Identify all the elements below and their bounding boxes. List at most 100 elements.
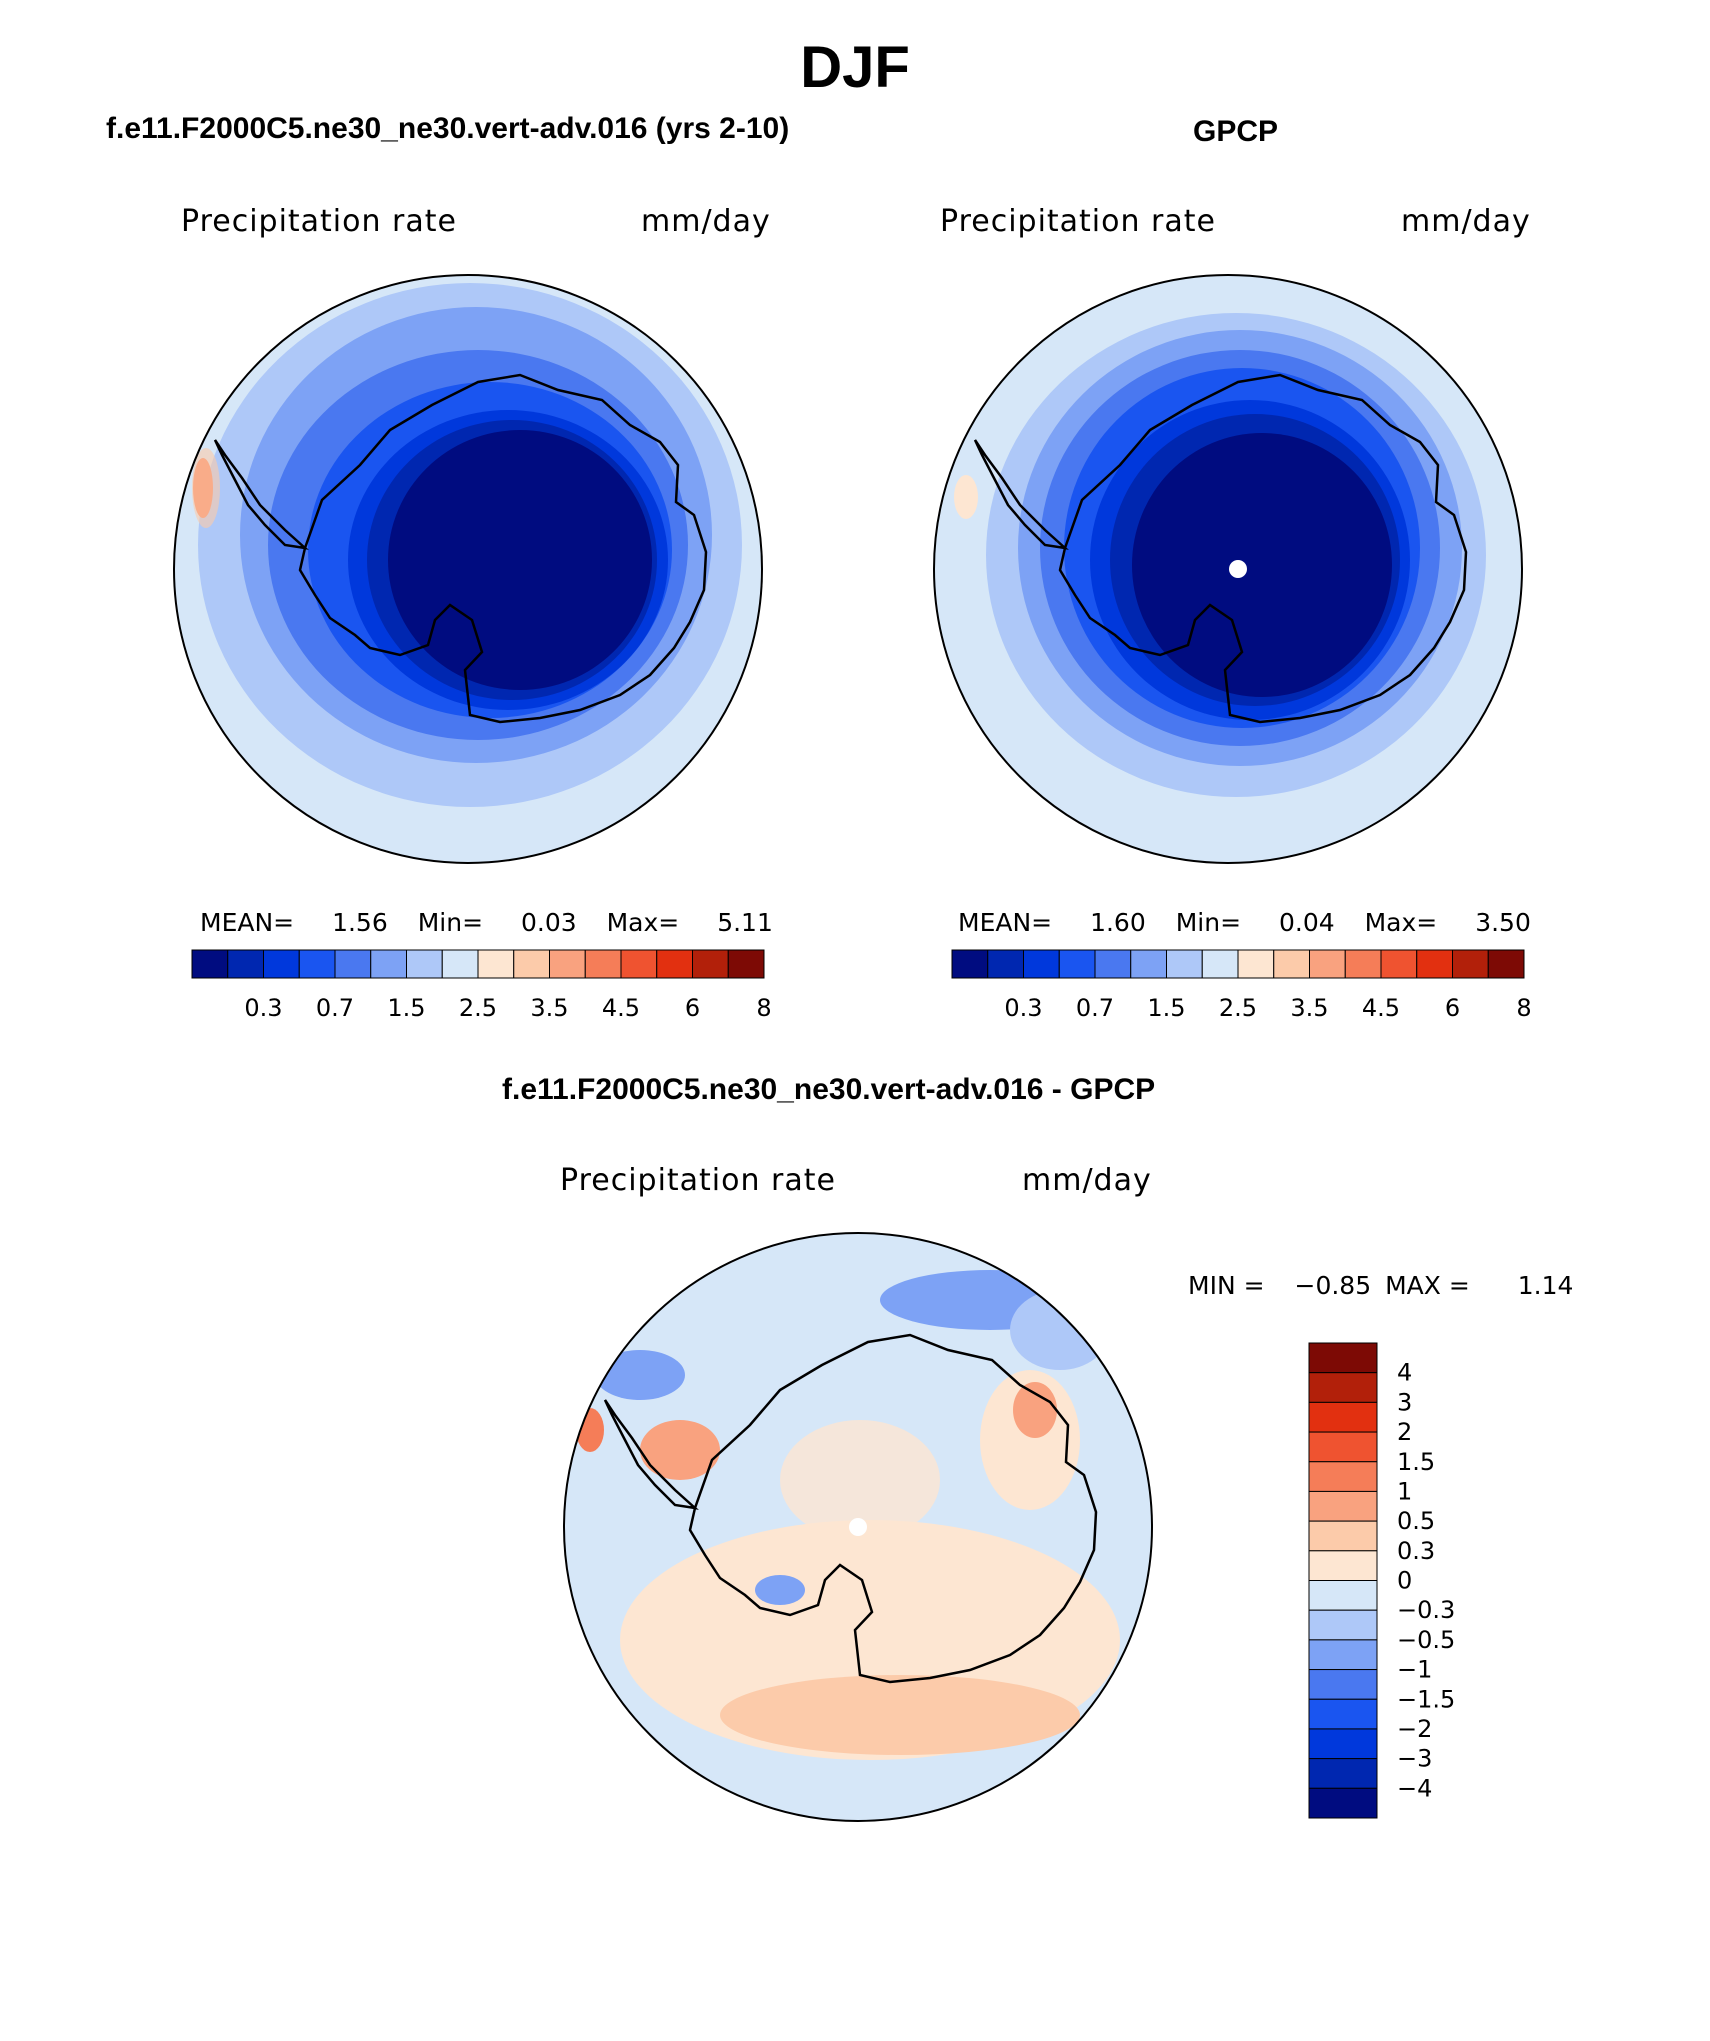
diff-max-label: MAX = bbox=[1385, 1271, 1470, 1300]
obs-colorbar-swatch bbox=[1058, 949, 1096, 979]
diff-colorbar-tick-label: 1.5 bbox=[1397, 1448, 1435, 1476]
obs-colorbar-swatch bbox=[1094, 949, 1132, 979]
diff-colorbar-tick-label: 0.3 bbox=[1397, 1537, 1435, 1565]
diff-colorbar-swatch bbox=[1308, 1698, 1378, 1730]
model-colorbar-tick-label: 0.3 bbox=[244, 994, 282, 1022]
model-min-value: 0.03 bbox=[520, 908, 577, 937]
obs-colorbar-tick-label: 6 bbox=[1445, 994, 1460, 1022]
diff-colorbar-swatch bbox=[1308, 1431, 1378, 1463]
diff-colorbar-tick-label: −1.5 bbox=[1397, 1685, 1455, 1713]
diff-colorbar-swatch bbox=[1308, 1669, 1378, 1700]
obs-colorbar-tick-label: 8 bbox=[1516, 994, 1531, 1022]
model-variable-label: Precipitation rate bbox=[181, 204, 457, 239]
diff-max-value: 1.14 bbox=[1517, 1271, 1574, 1300]
obs-min-value: 0.04 bbox=[1278, 908, 1335, 937]
obs-colorbar-swatch bbox=[1166, 949, 1203, 979]
diff-colorbar-tick-label: 3 bbox=[1397, 1388, 1412, 1416]
model-colorbar-tick-label: 4.5 bbox=[602, 994, 640, 1022]
model-stats: MEAN= 1.56 Min= 0.03 Max= 5.11 bbox=[200, 908, 773, 937]
obs-colorbar-swatch bbox=[951, 949, 989, 979]
figure-title: DJF bbox=[800, 35, 910, 100]
diff-colorbar-tick-label: −3 bbox=[1397, 1745, 1432, 1773]
model-colorbar-swatch bbox=[298, 949, 336, 979]
diff-colorbar-tick-label: −2 bbox=[1397, 1715, 1432, 1743]
obs-colorbar-tick-label: 0.3 bbox=[1004, 994, 1042, 1022]
model-colorbar-swatch bbox=[370, 949, 407, 979]
obs-colorbar-tick-label: 2.5 bbox=[1219, 994, 1257, 1022]
obs-colorbar-swatch bbox=[1309, 949, 1346, 979]
diff-colorbar-swatch bbox=[1308, 1609, 1378, 1641]
obs-stats: MEAN= 1.60 Min= 0.04 Max= 3.50 bbox=[958, 908, 1531, 937]
obs-colorbar-tick-label: 1.5 bbox=[1147, 994, 1185, 1022]
model-map bbox=[173, 274, 763, 864]
obs-colorbar-swatch bbox=[1452, 949, 1489, 979]
model-colorbar-swatch bbox=[334, 949, 372, 979]
model-colorbar: 0.3 0.7 1.5 2.5 3.5 4.5 6 8 bbox=[191, 949, 772, 1022]
obs-colorbar-tick-label: 4.5 bbox=[1362, 994, 1400, 1022]
diff-colorbar-tick-label: −0.5 bbox=[1397, 1626, 1455, 1654]
obs-mean-label: MEAN= bbox=[958, 908, 1053, 937]
obs-panel-title: GPCP bbox=[1193, 115, 1279, 148]
diff-map bbox=[563, 1232, 1153, 1822]
obs-colorbar-swatch bbox=[1344, 949, 1382, 979]
model-colorbar-swatch bbox=[406, 949, 443, 979]
diff-colorbar-tick-label: 1 bbox=[1397, 1477, 1412, 1505]
diff-colorbar-tick-label: 2 bbox=[1397, 1418, 1412, 1446]
diff-colorbar-tick-label: −1 bbox=[1397, 1656, 1432, 1684]
obs-min-label: Min= bbox=[1175, 908, 1242, 937]
diff-panel-title: f.e11.F2000C5.ne30_ne30.vert-adv.016 - G… bbox=[502, 1073, 1156, 1106]
model-min-label: Min= bbox=[417, 908, 484, 937]
model-colorbar-swatch bbox=[477, 949, 515, 979]
diff-colorbar-swatch bbox=[1308, 1787, 1378, 1819]
diff-units-label: mm/day bbox=[1022, 1163, 1152, 1198]
obs-colorbar-swatch bbox=[1273, 949, 1310, 979]
diff-min-label: MIN = bbox=[1188, 1271, 1265, 1300]
model-mean-value: 1.56 bbox=[332, 908, 388, 937]
model-colorbar-swatch bbox=[263, 949, 300, 979]
pole-marker bbox=[1229, 560, 1247, 578]
obs-max-value: 3.50 bbox=[1475, 908, 1531, 937]
diff-colorbar-tick-label: 4 bbox=[1397, 1359, 1412, 1387]
diff-colorbar-swatch bbox=[1308, 1580, 1378, 1611]
diff-variable-label: Precipitation rate bbox=[560, 1163, 836, 1198]
obs-colorbar-swatch bbox=[1201, 949, 1239, 979]
model-colorbar-tick-label: 1.5 bbox=[387, 994, 425, 1022]
model-units-label: mm/day bbox=[641, 204, 771, 239]
obs-colorbar-swatch bbox=[1380, 949, 1418, 979]
model-colorbar-tick-label: 6 bbox=[685, 994, 700, 1022]
obs-colorbar-swatch bbox=[1487, 949, 1525, 979]
obs-mean-value: 1.60 bbox=[1090, 908, 1146, 937]
model-colorbar-swatch bbox=[584, 949, 622, 979]
diff-colorbar-swatch bbox=[1308, 1758, 1378, 1789]
model-colorbar-tick-label: 0.7 bbox=[316, 994, 354, 1022]
obs-variable-label: Precipitation rate bbox=[940, 204, 1216, 239]
diff-min-value: −0.85 bbox=[1294, 1271, 1372, 1300]
model-colorbar-swatch bbox=[620, 949, 658, 979]
model-colorbar-swatch bbox=[191, 949, 229, 979]
model-colorbar-swatch bbox=[549, 949, 586, 979]
diff-colorbar-swatch bbox=[1308, 1490, 1378, 1522]
diff-colorbar-swatch bbox=[1308, 1401, 1378, 1433]
model-colorbar-swatch bbox=[227, 949, 264, 979]
model-colorbar-swatch bbox=[441, 949, 479, 979]
obs-colorbar-swatch bbox=[1237, 949, 1275, 979]
pole-marker-diff bbox=[849, 1518, 867, 1536]
model-colorbar-swatch bbox=[656, 949, 693, 979]
diff-colorbar-swatch bbox=[1308, 1639, 1378, 1671]
obs-colorbar-tick-label: 3.5 bbox=[1290, 994, 1328, 1022]
diff-colorbar-swatch bbox=[1308, 1372, 1378, 1403]
model-colorbar-tick-label: 2.5 bbox=[459, 994, 497, 1022]
model-colorbar-tick-label: 3.5 bbox=[530, 994, 568, 1022]
obs-colorbar-swatch bbox=[1023, 949, 1060, 979]
model-colorbar-tick-label: 8 bbox=[756, 994, 771, 1022]
obs-colorbar-swatch bbox=[987, 949, 1024, 979]
model-colorbar-swatch bbox=[692, 949, 729, 979]
obs-colorbar-swatch bbox=[1416, 949, 1453, 979]
obs-colorbar: 0.3 0.7 1.5 2.5 3.5 4.5 6 8 bbox=[951, 949, 1532, 1022]
model-max-value: 5.11 bbox=[717, 908, 773, 937]
model-colorbar-swatch bbox=[727, 949, 765, 979]
diff-colorbar-swatch bbox=[1308, 1550, 1378, 1581]
diff-colorbar-tick-label: −0.3 bbox=[1397, 1596, 1455, 1624]
diff-stats: MIN = −0.85 MAX = 1.14 bbox=[1188, 1271, 1573, 1300]
